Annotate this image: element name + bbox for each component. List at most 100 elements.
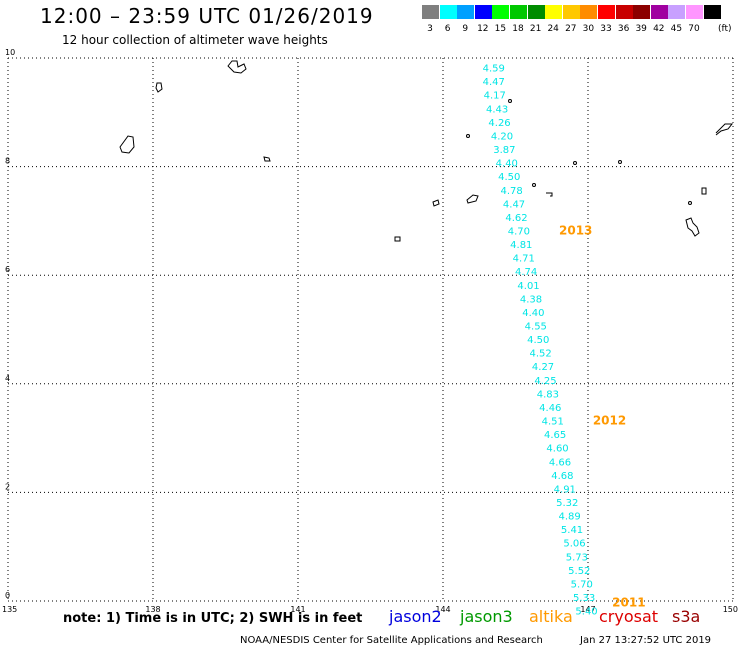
swh-value: 4.62 [505, 213, 527, 224]
swh-value: 4.55 [525, 322, 547, 333]
island [685, 217, 700, 237]
legend-swatch [598, 5, 615, 19]
island [432, 199, 440, 207]
swh-value: 4.50 [527, 335, 549, 346]
legend-label: 42 [653, 24, 665, 34]
island [688, 201, 692, 205]
satellite-name: altika [529, 607, 573, 626]
swh-value: 4.46 [539, 403, 561, 414]
legend-swatch [439, 5, 457, 19]
lon-tick-label: 150 [723, 605, 738, 614]
legend-swatch [474, 5, 492, 19]
legend-label: 18 [512, 24, 524, 34]
satellite-name: s3a [672, 607, 701, 626]
island [227, 60, 247, 74]
altimeter-track: 4.59 4.47 4.17 4.43 4.26 4.20 3.87 4.40 4.50 4.78… [483, 64, 598, 618]
map-subtitle: 12 hour collection of altimeter wave hei… [62, 33, 328, 47]
swh-value: 4.78 [501, 186, 523, 197]
swh-value: 4.51 [542, 417, 564, 428]
lat-tick-label: 6 [5, 265, 10, 274]
swh-value: 4.20 [491, 131, 513, 142]
legend-swatch [686, 5, 703, 19]
swh-value: 4.01 [517, 281, 539, 292]
satellite-name: jason2 [389, 607, 442, 626]
island [119, 135, 135, 154]
legend-label: 36 [617, 24, 630, 34]
swh-value: 4.40 [496, 159, 518, 170]
lat-lon-grid [7, 57, 734, 602]
legend-swatch [633, 5, 651, 19]
year-labels: 2013 2012 2011 [559, 223, 646, 609]
map-title: 12:00 – 23:59 UTC 01/26/2019 [40, 4, 374, 28]
legend-swatch [545, 5, 563, 19]
swh-value: 5.32 [556, 498, 578, 509]
credit-line: NOAA/NESDIS Center for Satellite Applica… [240, 635, 543, 646]
swh-value: 4.66 [549, 457, 571, 468]
swh-value: 5.33 [573, 593, 595, 604]
swh-value: 4.47 [483, 77, 505, 88]
island-outlines [119, 60, 734, 242]
swh-value: 4.74 [515, 267, 537, 278]
island [263, 156, 271, 162]
legend-swatch [422, 5, 439, 19]
island [508, 99, 512, 103]
legend-label: 12 [477, 24, 489, 34]
lat-tick-label: 0 [5, 591, 10, 600]
swh-value: 4.27 [532, 362, 554, 373]
legend-label: 33 [600, 24, 612, 34]
legend-swatch [650, 5, 668, 19]
lat-tick-label: 8 [5, 157, 10, 166]
swh-value: 4.65 [544, 430, 566, 441]
legend-label: 39 [635, 24, 647, 34]
year-label: 2013 [559, 223, 592, 237]
swh-value: 4.25 [534, 376, 556, 387]
island [618, 160, 622, 164]
axis-tick-labels: 135 138 141 144 147 150 0 2 4 6 8 10 [2, 48, 738, 614]
swh-value: 5.52 [568, 566, 590, 577]
legend-swatch [580, 5, 598, 19]
lon-tick-label: 147 [580, 605, 595, 614]
legend-swatch [615, 5, 633, 19]
legend-swatch [492, 5, 510, 19]
island [394, 236, 401, 242]
swh-value: 5.70 [571, 579, 593, 590]
legend-label: 21 [529, 24, 542, 34]
lon-tick-label: 138 [145, 605, 160, 614]
legend-swatch [457, 5, 475, 19]
swh-value: 4.70 [508, 226, 530, 237]
generation-timestamp: Jan 27 13:27:52 UTC 2019 [580, 635, 712, 646]
lon-tick-label: 141 [290, 605, 305, 614]
swh-value: 4.83 [537, 389, 559, 400]
swh-value: 4.50 [498, 172, 520, 183]
legend-label: 9 [462, 24, 469, 34]
year-label: 2011 [612, 595, 645, 609]
swh-value: 4.81 [510, 240, 532, 251]
year-label: 2012 [593, 414, 626, 428]
island [466, 134, 470, 138]
satellite-name: cryosat [599, 607, 659, 626]
legend-label: 6 [444, 24, 451, 34]
satellite-name: jason3 [460, 607, 513, 626]
lon-tick-label: 144 [435, 605, 450, 614]
swh-value: 4.71 [513, 254, 535, 265]
swh-value: 4.17 [484, 91, 506, 102]
legend-swatch [562, 5, 580, 19]
swh-value: 4.47 [503, 199, 525, 210]
swh-value: 5.06 [563, 539, 585, 550]
swh-value: 5.73 [566, 552, 588, 563]
island [715, 123, 734, 136]
swh-value: 4.89 [559, 512, 581, 523]
legend-swatch [668, 5, 686, 19]
island [573, 161, 577, 165]
swh-value: 4.26 [488, 118, 510, 129]
swh-value: 3.87 [493, 145, 515, 156]
legend-label: 15 [494, 24, 507, 34]
island [532, 183, 536, 187]
swh-value: 4.40 [522, 308, 544, 319]
legend-label: 45 [670, 24, 683, 34]
island [546, 192, 553, 197]
island [155, 82, 163, 93]
island [701, 187, 707, 195]
legend-swatch [703, 5, 721, 19]
